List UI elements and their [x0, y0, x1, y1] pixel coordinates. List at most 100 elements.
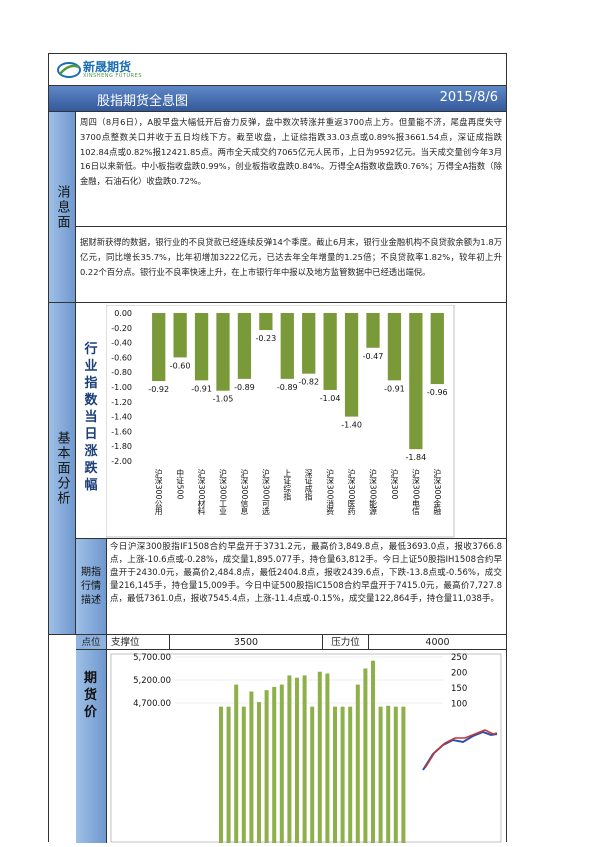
y-right-tick: 150 [451, 684, 467, 694]
data-label: -0.47 [363, 352, 384, 361]
data-label: -0.60 [170, 361, 191, 370]
data-label: -0.89 [234, 383, 255, 392]
data-label: -0.89 [277, 383, 298, 392]
support-value: 3500 [170, 635, 323, 650]
y-tick-label: -1.80 [111, 442, 132, 451]
category-label: 沪深300工业 [218, 468, 227, 515]
support-label: 支撑位 [107, 635, 170, 650]
category-label: 深证成指 [304, 469, 313, 501]
futures-bar [333, 706, 337, 843]
points-label: 点位 [76, 635, 107, 650]
industry-chart-title: 行业指数当日涨跌幅 [84, 342, 98, 493]
futures-bar [340, 706, 345, 843]
bar [409, 313, 423, 450]
futures-bar [257, 702, 261, 843]
bar [194, 313, 209, 381]
title-bar: 股指期货全息图 2015/8/6 [49, 86, 506, 112]
bar [173, 313, 187, 358]
fundamental-side-label: 基本面分析 [49, 303, 76, 635]
futures-chart-panel: 5,700.00 5,200.00 4,700.00 250 200 150 100 [107, 650, 506, 843]
category-label: 上证综指 [283, 469, 292, 501]
futures-bar [363, 668, 368, 843]
industry-chart-panel: 行业指数当日涨跌幅 0.00 -0.20 -0.40 -0.60 -0.80 -1.00 -… [76, 303, 506, 539]
market-description: 今日沪深300股指IF1508合约早盘开于3731.2元，最高价3,849.8点… [107, 539, 506, 635]
futures-bar [393, 706, 398, 843]
futures-bar [348, 706, 353, 843]
pressure-label: 压力位 [323, 635, 369, 650]
y-tick-label: -0.40 [111, 339, 132, 348]
news-paragraph-1: 周四（8月6日），A股早盘大幅低开后奋力反弹，盘中数次转涨并重返3700点上方。… [76, 112, 506, 227]
bar [344, 313, 359, 417]
bar [302, 313, 316, 374]
news-paragraph-2: 据财新获得的数据，银行业的不良贷款已经连续反弹14个季度。截止6月末，银行业金融… [76, 227, 506, 303]
bar [366, 313, 380, 348]
company-logo-icon [57, 62, 81, 78]
data-label: -0.91 [191, 384, 212, 393]
futures-bar [386, 705, 391, 843]
futures-bar [234, 684, 239, 843]
category-label: 沪深300能源 [368, 468, 377, 516]
y-left-tick: 5,700.00 [133, 653, 171, 663]
news-side-label: 消息面 [49, 112, 76, 303]
futures-bar [302, 675, 307, 843]
industry-change-chart: 0.00 -0.20 -0.40 -0.60 -0.80 -1.00 -1.20 -1.40 -… [106, 305, 455, 538]
category-label: 沪深300金融 [433, 468, 442, 516]
futures-line-red [424, 729, 498, 769]
data-label: -1.84 [406, 453, 427, 462]
bar [387, 313, 402, 381]
data-label: -0.23 [256, 334, 277, 343]
category-label: 沪深300医药 [347, 468, 356, 516]
pressure-value: 4000 [369, 635, 506, 650]
y-left-tick: 5,200.00 [133, 676, 171, 686]
futures-bar [371, 660, 375, 843]
category-label: 沪深300可选 [261, 468, 270, 516]
y-tick-label: -0.60 [111, 353, 132, 362]
futures-bar [310, 706, 315, 843]
futures-bar [272, 686, 277, 843]
futures-bar [355, 684, 360, 843]
data-label: -1.05 [213, 395, 234, 404]
y-right-tick: 250 [451, 653, 467, 663]
logo-english: XINSHENG FUTURES [83, 73, 142, 79]
futures-bar [378, 706, 383, 843]
bar [237, 313, 252, 379]
futures-bar [295, 677, 299, 843]
futures-side-label: 期货价 [76, 650, 107, 843]
futures-bar [401, 706, 406, 843]
futures-bar [287, 675, 292, 843]
data-label: -0.92 [148, 385, 169, 394]
futures-bar [219, 706, 223, 843]
futures-bar [226, 706, 231, 843]
y-tick-label: -1.20 [111, 398, 132, 407]
category-label: 沪深300消费 [326, 468, 335, 516]
y-tick-label: -1.00 [111, 383, 132, 392]
bar [259, 313, 273, 331]
bar [152, 313, 166, 382]
futures-price-chart: 5,700.00 5,200.00 4,700.00 250 200 150 100 [110, 653, 502, 843]
data-label: -1.40 [341, 421, 362, 430]
data-label: -0.91 [384, 384, 405, 393]
futures-bar [325, 673, 330, 843]
logo-row: 新晟期货 XINSHENG FUTURES [49, 54, 506, 86]
data-label: -0.82 [298, 378, 319, 387]
report-sheet: 新晟期货 XINSHENG FUTURES 股指期货全息图 2015/8/6 消… [48, 53, 507, 843]
market-side-label: 期指行情描述 [76, 539, 107, 635]
futures-bar [264, 690, 269, 843]
futures-bar [249, 691, 254, 843]
y-tick-label: -0.20 [111, 324, 132, 333]
report-date: 2015/8/6 [439, 90, 498, 105]
data-label: -1.04 [320, 394, 341, 403]
category-label: 中证500 [176, 468, 185, 500]
y-left-tick: 4,700.00 [133, 699, 171, 709]
category-label: 沪深300 [390, 468, 399, 500]
logo-name: 新晟期货 [83, 60, 132, 74]
futures-bar [279, 684, 284, 843]
y-right-tick: 100 [451, 700, 467, 710]
y-tick-label: 0.00 [114, 309, 132, 318]
category-label: 沪深300公用 [154, 468, 163, 516]
bar [430, 313, 444, 385]
category-label: 沪深300电信 [411, 468, 420, 516]
bar [280, 313, 294, 379]
y-tick-label: -1.60 [111, 427, 132, 436]
y-tick-label: -1.40 [111, 413, 132, 422]
